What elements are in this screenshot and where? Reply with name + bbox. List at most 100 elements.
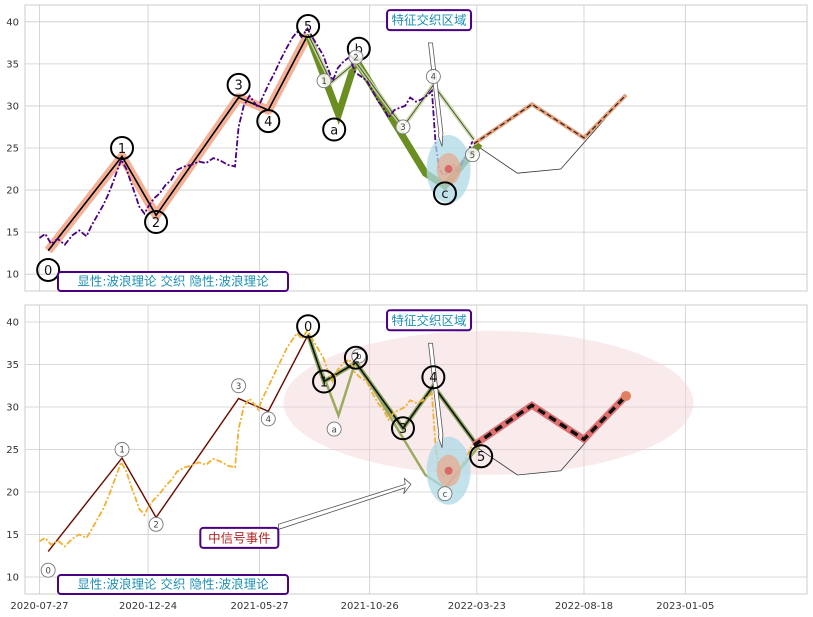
wave-label: 5 [304, 20, 312, 35]
wave-label: c [443, 490, 448, 500]
annotation-label: 特征交织区域 [392, 13, 467, 28]
wave-label: 5 [470, 151, 475, 161]
x-tick-label: 2021-10-26 [341, 601, 399, 612]
wave-label: 3 [234, 79, 242, 94]
x-tick-label: 2022-03-23 [448, 601, 506, 612]
wave-label: 1 [119, 446, 124, 456]
wave-label: b [355, 43, 363, 58]
annotation-arrow [428, 42, 444, 147]
wave-label: 4 [431, 73, 436, 83]
y-tick-label: 30 [6, 403, 19, 414]
wave-label-circle [432, 181, 457, 206]
wave-label: 1 [321, 77, 326, 87]
x-tick-label: 2022-08-18 [555, 601, 613, 612]
x-tick-label: 2021-05-27 [231, 601, 289, 612]
signal-arrow [278, 477, 412, 530]
annotation-box [386, 9, 473, 32]
theory-box [57, 271, 289, 292]
impulse-wave-core [47, 334, 309, 552]
projection-curve [473, 94, 627, 174]
wave-label: 2 [153, 521, 158, 531]
wave-label-circle [316, 73, 332, 89]
price-series [39, 328, 474, 548]
wave-label-circle [40, 562, 56, 578]
wave-label-circle [343, 345, 368, 370]
y-tick-label: 35 [6, 59, 19, 70]
wave-label: 3 [236, 382, 241, 392]
projection-line [472, 394, 628, 447]
projection-line [473, 94, 627, 145]
wave-label-circle [231, 378, 247, 394]
wave-label: 2 [152, 216, 160, 231]
wave-label-circle [226, 72, 251, 97]
y-tick-label: 25 [6, 144, 19, 155]
wave-label: 2 [352, 352, 360, 367]
theory-label: 显性:波浪理论 交织 隐性:波浪理论 [77, 274, 269, 289]
wave-label-circle [348, 49, 364, 65]
y-tick-label: 25 [6, 445, 19, 456]
wave-label-circle [390, 416, 415, 441]
wave-label-circle [425, 69, 441, 84]
wave-label: b [356, 352, 361, 362]
signal-label: 中信号事件 [208, 530, 271, 545]
wave-label: 4 [264, 115, 272, 130]
wave-label-circle [465, 147, 480, 163]
interweave-zone-ellipse [283, 330, 694, 475]
wave-label: 3 [399, 422, 407, 437]
x-tick-label: 2020-07-27 [10, 601, 68, 612]
wave-label-circle [469, 444, 494, 469]
wave-label-circle [144, 210, 169, 235]
wave-label-circle [326, 421, 342, 437]
y-tick-label: 40 [6, 318, 19, 329]
x-tick-label: 2023-01-05 [656, 601, 714, 612]
wave-label: 4 [266, 415, 271, 425]
wave-label-circle [36, 257, 61, 282]
feature-center-dot [444, 466, 453, 475]
wave-label: 2 [353, 53, 358, 63]
y-tick-label: 20 [6, 488, 19, 499]
wave-label: 0 [44, 264, 52, 279]
wave-label: 5 [477, 450, 485, 465]
wave-label: 1 [118, 142, 126, 157]
wave-label-circle [148, 516, 164, 532]
y-tick-label: 30 [6, 101, 19, 112]
wave-label: 0 [45, 566, 50, 576]
panel-top: 10 15 20 25 30 35 40 特征交织区域 0 1 2 3 4 5 a b c 1 2 3 4 5 显性:波浪理… [6, 4, 808, 292]
y-tick-label: 15 [6, 228, 19, 239]
theory-box [57, 574, 289, 595]
y-tick-label: 20 [6, 186, 19, 197]
y-tick-label: 10 [6, 270, 19, 281]
wave-label: a [330, 123, 338, 138]
wave-label-circle [395, 119, 411, 135]
wave-label: c [441, 187, 448, 202]
wave-label-circle [296, 14, 321, 39]
wave-label-circle [256, 109, 281, 134]
wave-label-circle [296, 314, 321, 339]
wave-label: a [332, 425, 337, 435]
annotation-box [386, 309, 473, 332]
annotation-arrow [428, 342, 444, 448]
y-tick-label: 35 [6, 360, 19, 371]
price-series [38, 26, 474, 246]
wave-label-circle [312, 369, 337, 394]
wave-label-circle [114, 442, 130, 457]
projection-end-marker [620, 390, 631, 401]
impulse-wave-line [47, 34, 309, 252]
wave-label-circle [110, 136, 135, 160]
x-tick-label: 2020-12-24 [119, 601, 177, 612]
wave-label: 3 [400, 123, 405, 133]
wave-label-circle [322, 117, 347, 142]
wave-label-circle [437, 486, 453, 502]
feature-center-dot [444, 165, 453, 174]
signal-box [199, 526, 280, 549]
annotation-label: 特征交织区域 [392, 313, 467, 328]
wave-label: 1 [320, 375, 328, 390]
wave-label-circle [421, 365, 446, 390]
y-tick-label: 40 [6, 17, 19, 28]
theory-label: 显性:波浪理论 交织 隐性:波浪理论 [77, 577, 269, 592]
wave-label: 4 [429, 371, 437, 386]
wave-label-circle [260, 411, 276, 427]
y-tick-label: 15 [6, 530, 19, 541]
